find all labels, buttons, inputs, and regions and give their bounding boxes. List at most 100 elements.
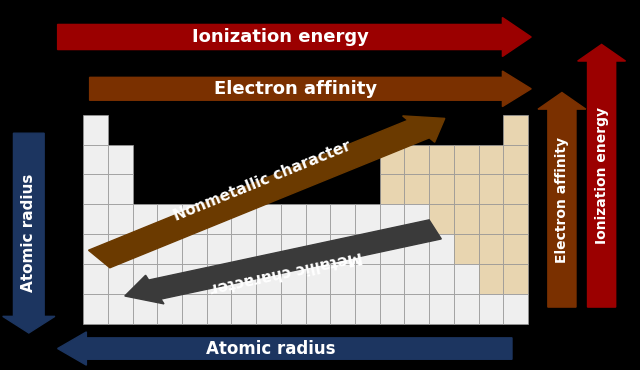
Bar [132,294,157,324]
Bar [108,234,132,264]
Bar [429,174,454,204]
Bar [479,145,503,174]
Bar [182,234,207,264]
Bar [83,234,108,264]
Bar [182,264,207,294]
Bar [182,204,207,234]
Bar [83,294,108,324]
Bar [355,234,380,264]
Bar [454,264,479,294]
Bar [281,264,306,294]
Bar [157,204,182,234]
Bar [404,234,429,264]
Bar [454,234,479,264]
Bar [355,204,380,234]
Bar [306,204,330,234]
Bar [429,145,454,174]
Bar [83,174,108,204]
Bar [429,234,454,264]
Bar [207,294,232,324]
Bar [380,294,404,324]
FancyArrow shape [58,332,512,365]
Bar [380,174,404,204]
Bar [479,234,503,264]
Bar [132,204,157,234]
Bar [503,174,528,204]
Bar [207,264,232,294]
Bar [132,234,157,264]
Bar [355,294,380,324]
Bar [108,145,132,174]
Bar [454,294,479,324]
Bar [479,204,503,234]
Bar [232,264,256,294]
FancyArrow shape [125,220,442,304]
Bar [182,294,207,324]
Bar [83,264,108,294]
Bar [503,264,528,294]
Bar [132,264,157,294]
Bar [306,294,330,324]
Bar [108,294,132,324]
Text: Atomic radius: Atomic radius [21,174,36,292]
Bar [380,204,404,234]
Text: Ionization energy: Ionization energy [595,107,609,244]
Bar [503,145,528,174]
Bar [355,264,380,294]
Bar [503,294,528,324]
Bar [330,234,355,264]
Bar [232,294,256,324]
Bar [83,115,108,145]
Bar [404,294,429,324]
Bar [503,234,528,264]
FancyArrow shape [538,92,586,307]
FancyArrow shape [90,71,531,107]
Text: Atomic radius: Atomic radius [205,340,335,357]
Bar [404,174,429,204]
Bar [454,204,479,234]
Bar [503,115,528,145]
Bar [503,204,528,234]
Bar [454,174,479,204]
Bar [256,234,281,264]
Bar [404,145,429,174]
Bar [157,264,182,294]
Text: Ionization energy: Ionization energy [191,28,369,46]
Bar [479,294,503,324]
Bar [281,234,306,264]
Text: Metallic character: Metallic character [208,248,363,295]
Bar [330,294,355,324]
Bar [404,204,429,234]
Bar [207,204,232,234]
Bar [83,204,108,234]
Bar [157,234,182,264]
Bar [281,294,306,324]
Bar [232,204,256,234]
Bar [306,264,330,294]
Bar [404,264,429,294]
Bar [330,204,355,234]
Bar [380,234,404,264]
Bar [429,204,454,234]
Bar [306,234,330,264]
Bar [454,145,479,174]
Text: Nonmetallic character: Nonmetallic character [172,138,354,224]
Bar [281,204,306,234]
Bar [380,145,404,174]
FancyArrow shape [3,133,55,333]
Text: Electron affinity: Electron affinity [555,137,569,263]
FancyArrow shape [578,44,625,307]
Bar [479,264,503,294]
FancyArrow shape [58,17,531,57]
Text: Electron affinity: Electron affinity [214,80,378,98]
Bar [479,174,503,204]
Bar [429,264,454,294]
Bar [429,294,454,324]
Bar [256,264,281,294]
Bar [108,264,132,294]
Bar [330,264,355,294]
Bar [232,234,256,264]
Bar [157,294,182,324]
Bar [256,204,281,234]
FancyArrow shape [88,116,445,268]
